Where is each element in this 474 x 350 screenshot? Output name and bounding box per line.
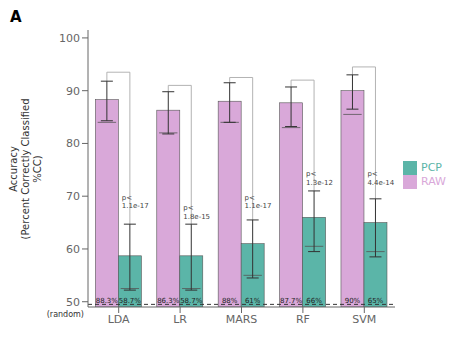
- svg-text:70: 70: [66, 190, 80, 203]
- html-text:Accuracy (Percent Correctly Cl: Accuracy (Percent Correctly Classified %…: [8, 98, 43, 239]
- svg-text:65%: 65%: [368, 297, 384, 305]
- svg-text:90%: 90%: [345, 297, 361, 305]
- html-text:RAW: RAW: [421, 175, 446, 188]
- svg-text:86.3%: 86.3%: [157, 297, 180, 305]
- svg-text:88%: 88%: [222, 297, 238, 305]
- svg-text:SVM: SVM: [352, 313, 376, 326]
- svg-text:88.3%: 88.3%: [96, 297, 119, 305]
- svg-text:80: 80: [66, 137, 80, 150]
- svg-text:p<1.3e-12: p<1.3e-12: [306, 170, 333, 187]
- svg-text:50: 50: [66, 296, 80, 309]
- html-text:PCP: PCP: [421, 161, 442, 174]
- svg-text:100: 100: [59, 32, 80, 45]
- svg-text:LDA: LDA: [108, 313, 130, 326]
- svg-text:p<1.1e-17: p<1.1e-17: [122, 194, 149, 211]
- svg-text:58.7%: 58.7%: [119, 297, 142, 305]
- svg-text:p<1.1e-17: p<1.1e-17: [245, 194, 272, 211]
- svg-text:p<1.8e-15: p<1.8e-15: [183, 204, 210, 221]
- svg-text:66%: 66%: [306, 297, 322, 305]
- svg-text:61%: 61%: [245, 297, 261, 305]
- svg-text:(random): (random): [47, 310, 84, 319]
- svg-text:90: 90: [66, 85, 80, 98]
- svg-text:p<4.4e-14: p<4.4e-14: [367, 170, 394, 187]
- svg-text:60: 60: [66, 243, 80, 256]
- svg-text:MARS: MARS: [226, 313, 258, 326]
- html-text:A: A: [10, 8, 22, 26]
- svg-text:58.7%: 58.7%: [180, 297, 203, 305]
- svg-text:87.7%: 87.7%: [280, 297, 303, 305]
- svg-text:RF: RF: [296, 313, 310, 326]
- svg-text:LR: LR: [173, 313, 187, 326]
